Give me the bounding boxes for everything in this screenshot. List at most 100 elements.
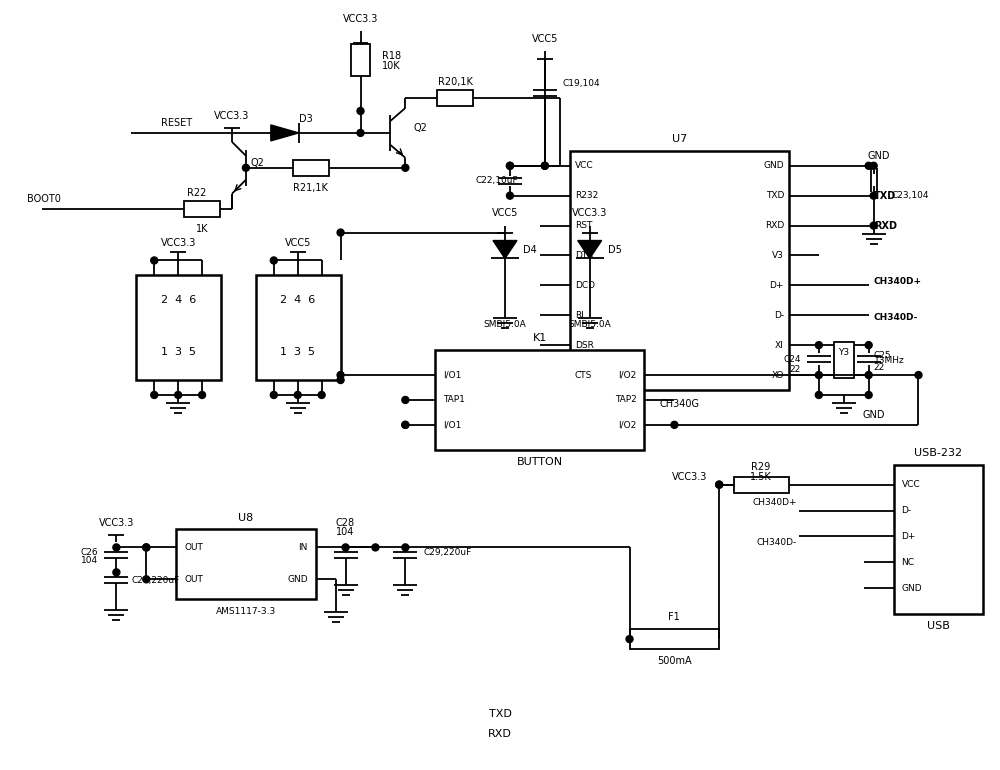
Text: SMBJ5.0A: SMBJ5.0A [568, 320, 611, 329]
Circle shape [342, 544, 349, 551]
Text: DTR: DTR [575, 251, 593, 260]
Text: 104: 104 [81, 556, 98, 565]
Bar [734, 477, 789, 493]
Circle shape [716, 481, 723, 488]
Text: R21,1K: R21,1K [293, 182, 328, 192]
Text: RXD: RXD [874, 220, 897, 230]
Bar [630, 629, 719, 649]
Text: NC: NC [902, 557, 915, 567]
Text: D4: D4 [523, 246, 537, 256]
Bar [437, 90, 473, 106]
Text: R18: R18 [382, 51, 402, 61]
Circle shape [151, 257, 158, 264]
Circle shape [870, 222, 877, 229]
Text: VCC3.3: VCC3.3 [214, 111, 250, 121]
Circle shape [337, 229, 344, 236]
Text: 500mA: 500mA [657, 656, 692, 666]
Text: RI: RI [575, 311, 584, 320]
Text: 13MHz: 13MHz [874, 356, 904, 364]
Circle shape [870, 162, 877, 169]
Circle shape [337, 377, 344, 383]
Text: 22: 22 [874, 363, 885, 372]
Text: Y3: Y3 [838, 347, 849, 357]
Text: TXD: TXD [489, 709, 511, 719]
Text: USB-232: USB-232 [914, 447, 962, 457]
Text: D+: D+ [770, 281, 784, 290]
Text: XO: XO [771, 370, 784, 380]
Text: VCC3.3: VCC3.3 [572, 208, 607, 218]
Circle shape [242, 164, 249, 171]
Text: TXD: TXD [766, 191, 784, 200]
Text: 1  3  5: 1 3 5 [280, 347, 315, 357]
Circle shape [402, 397, 409, 403]
Circle shape [357, 108, 364, 115]
Text: GND: GND [763, 161, 784, 170]
Text: OUT: OUT [184, 574, 203, 584]
Text: BOOT0: BOOT0 [27, 194, 61, 204]
Circle shape [402, 544, 409, 551]
Circle shape [402, 164, 409, 171]
Circle shape [372, 544, 379, 551]
Circle shape [143, 576, 150, 583]
Text: RXD: RXD [488, 728, 512, 738]
Text: D-: D- [774, 311, 784, 320]
Text: TXD: TXD [874, 191, 896, 201]
Circle shape [357, 129, 364, 136]
Text: D+: D+ [902, 532, 916, 541]
Text: D3: D3 [299, 114, 313, 124]
Text: U8: U8 [238, 513, 254, 523]
Text: DSR: DSR [575, 340, 594, 350]
Text: 104: 104 [336, 527, 355, 537]
Circle shape [113, 569, 120, 576]
Circle shape [270, 391, 277, 398]
Circle shape [143, 544, 150, 551]
Bar [834, 342, 854, 378]
Bar [293, 160, 329, 176]
Text: C23,104: C23,104 [892, 191, 929, 200]
Text: TAP1: TAP1 [443, 396, 465, 404]
Bar [184, 201, 220, 216]
Circle shape [815, 391, 822, 398]
Text: 22: 22 [790, 364, 801, 373]
Text: VCC3.3: VCC3.3 [343, 15, 378, 25]
Circle shape [294, 391, 301, 398]
Text: D-: D- [902, 506, 912, 515]
Circle shape [865, 372, 872, 379]
Circle shape [671, 421, 678, 428]
Text: VCC3.3: VCC3.3 [99, 518, 134, 528]
Circle shape [626, 635, 633, 643]
Text: CH340D+: CH340D+ [874, 277, 922, 286]
Text: USB: USB [927, 621, 950, 631]
Circle shape [716, 481, 723, 488]
Text: 1  3  5: 1 3 5 [161, 347, 196, 357]
Text: C24: C24 [783, 355, 801, 363]
Circle shape [402, 421, 409, 428]
Circle shape [541, 162, 548, 169]
Text: I/O1: I/O1 [443, 370, 462, 380]
Text: CH340D-: CH340D- [874, 313, 918, 322]
Text: C19,104: C19,104 [563, 79, 600, 88]
Text: Q2: Q2 [251, 158, 265, 168]
Circle shape [143, 544, 150, 551]
Bar [351, 44, 370, 76]
Text: 1K: 1K [196, 223, 208, 233]
Text: C25: C25 [874, 350, 891, 360]
Text: U7: U7 [672, 134, 687, 144]
Text: C29,220uF: C29,220uF [423, 548, 472, 557]
Text: 2  4  6: 2 4 6 [280, 296, 315, 306]
Text: V3: V3 [772, 251, 784, 260]
Text: F1: F1 [668, 612, 680, 622]
Text: IN: IN [298, 543, 308, 552]
Text: 2  4  6: 2 4 6 [161, 296, 196, 306]
Text: AMS1117-3.3: AMS1117-3.3 [216, 607, 276, 616]
Circle shape [506, 192, 513, 199]
Text: OUT: OUT [184, 543, 203, 552]
Text: SMBJ5.0A: SMBJ5.0A [484, 320, 526, 329]
Bar [894, 465, 983, 614]
Circle shape [541, 162, 548, 169]
Bar [176, 530, 316, 599]
Circle shape [815, 342, 822, 349]
Text: VCC5: VCC5 [285, 237, 311, 247]
Text: D5: D5 [608, 246, 621, 256]
Text: RXD: RXD [765, 221, 784, 230]
